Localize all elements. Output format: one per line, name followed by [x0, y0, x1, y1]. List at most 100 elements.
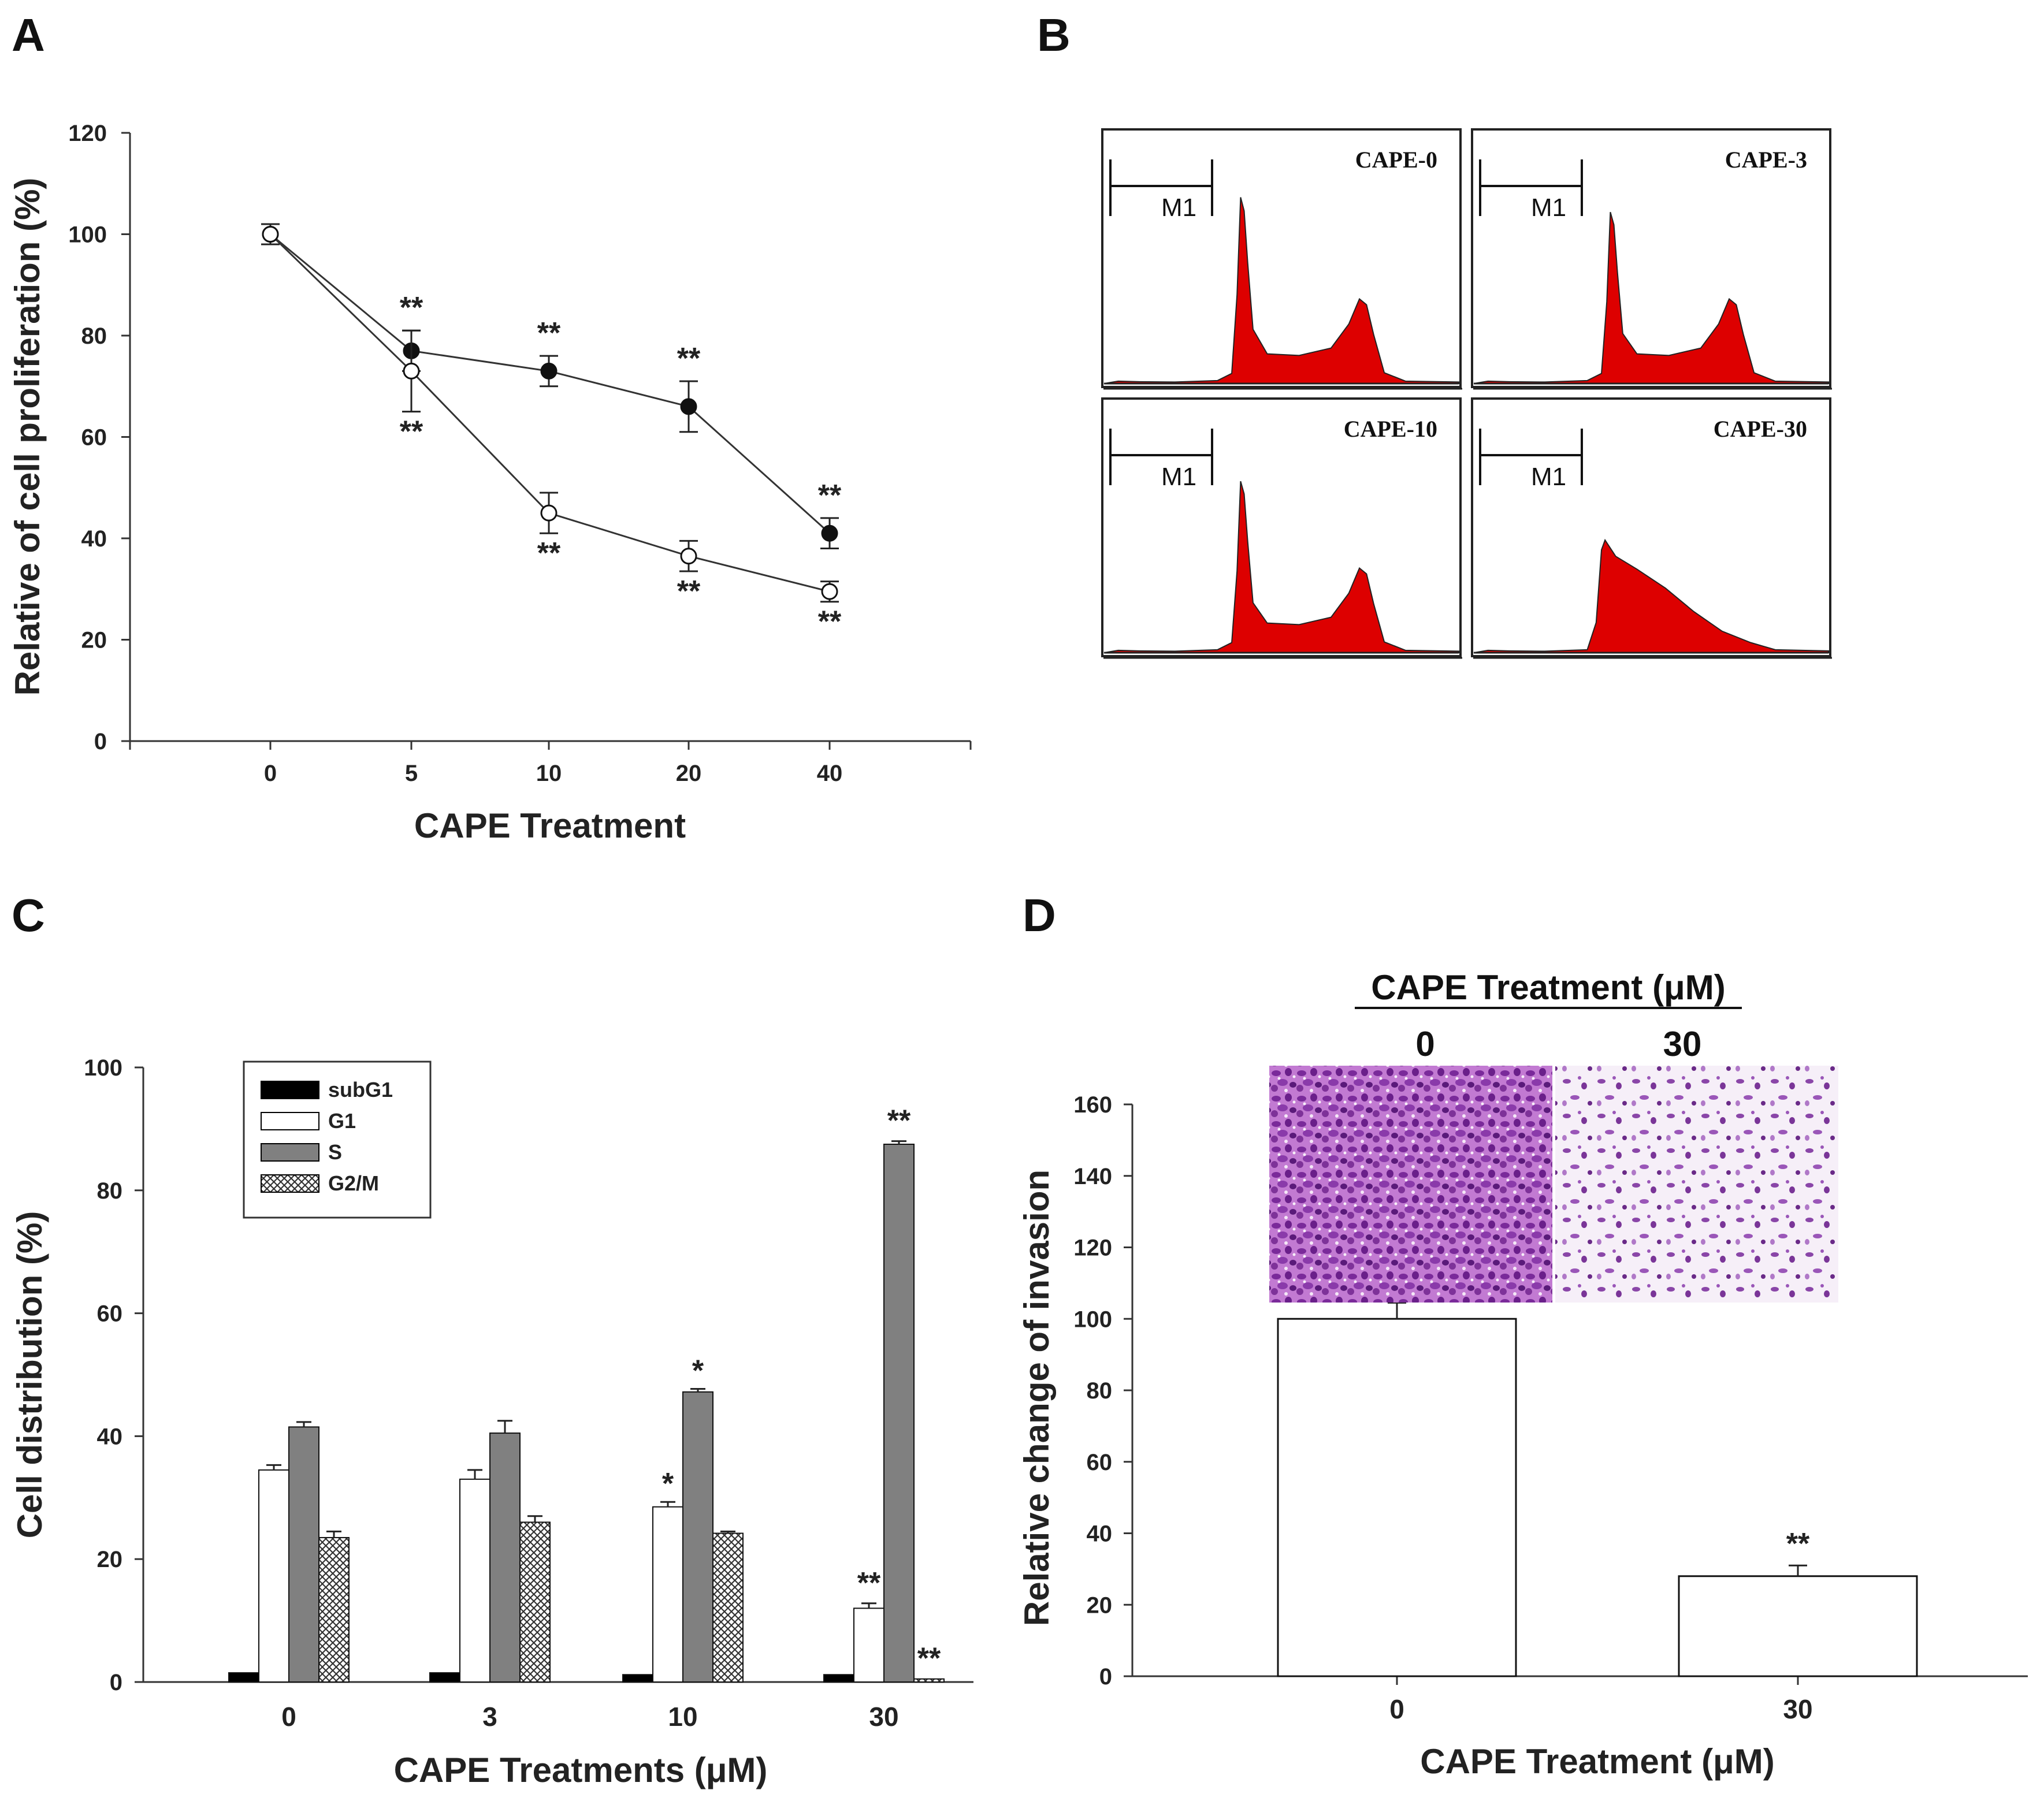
histogram-title: CAPE-0 — [1355, 147, 1437, 173]
histogram-cape-10: M1 CAPE-10 — [1101, 397, 1462, 659]
x-tick-label: 0 — [264, 761, 277, 786]
x-axis-title: CAPE Treatments (μM) — [394, 1751, 768, 1789]
y-tick-label: 100 — [68, 222, 107, 248]
x-tick-label: 30 — [869, 1702, 898, 1732]
inset-label-30: 30 — [1663, 1025, 1702, 1063]
y-tick-label: 60 — [97, 1301, 123, 1327]
y-tick-label: 60 — [81, 425, 107, 451]
gate-label: M1 — [1531, 194, 1566, 222]
histogram-distribution — [1103, 197, 1459, 384]
histogram-title: CAPE-3 — [1725, 147, 1807, 173]
bar-g1 — [258, 1469, 289, 1683]
histogram-distribution — [1103, 481, 1459, 653]
significance-marker: ** — [677, 575, 701, 608]
data-point-open — [821, 583, 838, 600]
y-tick-label: 20 — [1087, 1592, 1113, 1618]
bar-invasion — [1277, 1318, 1517, 1677]
histogram-cape-30: M1 CAPE-30 — [1471, 397, 1832, 659]
y-tick-label: 40 — [81, 526, 107, 552]
y-tick-label: 0 — [1099, 1664, 1112, 1690]
histogram-frame — [1101, 128, 1462, 388]
significance-marker: ** — [887, 1104, 911, 1138]
bar-g1 — [652, 1506, 683, 1683]
legend-swatch-s — [261, 1143, 319, 1162]
x-tick-label: 5 — [405, 761, 418, 786]
micrograph-cape-30 — [1555, 1066, 1838, 1303]
y-tick-label: 0 — [94, 729, 107, 754]
gate-label: M1 — [1161, 194, 1196, 222]
micrograph-control — [1269, 1066, 1552, 1303]
x-axis-title: CAPE Treatment (μM) — [1420, 1742, 1774, 1781]
significance-marker: ** — [818, 605, 842, 639]
panel-letter-a: A — [12, 9, 45, 61]
significance-marker: * — [692, 1354, 704, 1387]
histogram-frame — [1471, 128, 1831, 388]
histogram-distribution — [1473, 211, 1829, 384]
legend-label-g2m: G2/M — [328, 1171, 379, 1195]
significance-marker: ** — [537, 537, 561, 570]
panel-letter-d: D — [1023, 890, 1056, 941]
data-point-filled — [821, 524, 838, 542]
bar-subg1 — [228, 1672, 259, 1683]
y-tick-label: 60 — [1087, 1450, 1113, 1475]
gate-label: M1 — [1531, 463, 1566, 491]
panel-d-bar-chart: 0 20 40 60 80 100 120 140 160 0 30 ** CAPE Treatme… — [1017, 968, 2028, 1781]
inset-title: CAPE Treatment (μM) — [1371, 968, 1725, 1007]
bar-s — [489, 1432, 521, 1683]
x-tick-label: 10 — [536, 761, 562, 786]
y-tick-label: 40 — [97, 1424, 123, 1449]
histogram-title: CAPE-30 — [1714, 416, 1807, 442]
data-point-open — [262, 226, 279, 243]
panel-a-line-chart: 0 20 40 60 80 100 120 0 5 10 20 40 ** ** ** ** ** ** ** **… — [8, 121, 972, 845]
y-tick-label: 80 — [1087, 1378, 1113, 1404]
significance-marker: ** — [917, 1642, 941, 1676]
y-tick-label: 100 — [84, 1055, 122, 1081]
y-axis-title: Cell distribution (%) — [10, 1211, 49, 1539]
x-tick-label: 3 — [482, 1702, 497, 1732]
histogram-distribution — [1473, 538, 1829, 653]
bar-invasion — [1678, 1575, 1918, 1677]
significance-marker: ** — [400, 291, 423, 325]
data-point-filled — [680, 398, 697, 415]
legend: subG1 G1 S G2/M — [243, 1060, 432, 1219]
legend-swatch-g2m — [261, 1174, 319, 1193]
legend-label-s: S — [328, 1140, 342, 1164]
panel-letter-b: B — [1037, 9, 1071, 61]
x-tick-label: 30 — [1783, 1694, 1812, 1724]
significance-marker: ** — [537, 317, 561, 350]
x-axis-title: CAPE Treatment — [414, 806, 686, 845]
bar-subg1 — [823, 1674, 854, 1683]
bar-subg1 — [429, 1672, 460, 1683]
significance-marker: ** — [818, 479, 842, 512]
bar-g2m — [519, 1521, 551, 1683]
x-tick-label: 40 — [817, 761, 843, 786]
legend-label-subg1: subG1 — [328, 1078, 393, 1102]
y-tick-label: 20 — [97, 1547, 123, 1572]
significance-marker: * — [662, 1467, 674, 1501]
y-tick-label: 100 — [1073, 1307, 1112, 1332]
inset-label-0: 0 — [1415, 1025, 1434, 1063]
data-point-open — [680, 548, 697, 565]
x-tick-label: 10 — [668, 1702, 697, 1732]
significance-marker: ** — [677, 342, 701, 375]
y-tick-label: 140 — [1073, 1164, 1112, 1189]
panel-b-histograms: M1 CAPE-0 M1 CAPE-3 M1 CAPE-10 M1 CAPE-30 — [1101, 128, 1832, 659]
y-axis-title: Relative change of invasion — [1017, 1170, 1056, 1626]
bar-g1 — [853, 1607, 885, 1683]
x-tick-label: 0 — [1389, 1694, 1404, 1724]
bar-s — [288, 1426, 319, 1683]
y-tick-label: 40 — [1087, 1521, 1113, 1547]
y-tick-label: 160 — [1073, 1092, 1112, 1118]
bar-g2m — [318, 1536, 350, 1683]
y-tick-label: 0 — [110, 1670, 122, 1695]
histogram-cape-0: M1 CAPE-0 — [1101, 128, 1462, 390]
significance-marker: ** — [1786, 1527, 1810, 1561]
bar-s — [682, 1391, 713, 1683]
histogram-cape-3: M1 CAPE-3 — [1471, 128, 1832, 390]
bar-subg1 — [622, 1674, 653, 1683]
y-axis-title: Relative of cell proliferation (%) — [8, 178, 47, 696]
x-tick-label: 20 — [676, 761, 702, 786]
legend-swatch-g1 — [261, 1112, 319, 1130]
